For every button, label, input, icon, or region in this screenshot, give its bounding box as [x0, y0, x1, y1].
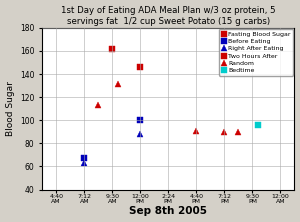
Y-axis label: Blood Sugar: Blood Sugar [6, 81, 15, 136]
Title: 1st Day of Eating ADA Meal Plan w/3 oz protein, 5
servings fat  1/2 cup Sweet Po: 1st Day of Eating ADA Meal Plan w/3 oz p… [61, 6, 276, 26]
Legend: Fasting Blood Sugar, Before Eating, Right After Eating, Two Hours After, Random,: Fasting Blood Sugar, Before Eating, Righ… [219, 29, 293, 76]
X-axis label: Sep 8th 2005: Sep 8th 2005 [129, 206, 207, 216]
